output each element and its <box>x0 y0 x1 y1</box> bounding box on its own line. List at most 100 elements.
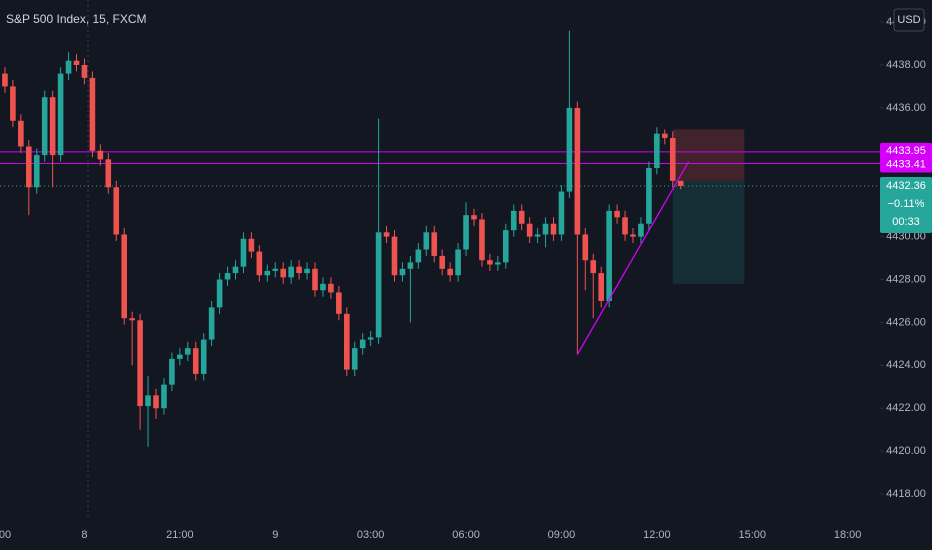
candle-body <box>383 232 390 237</box>
candle-body <box>351 348 358 370</box>
candle-body <box>105 159 112 188</box>
candle-body <box>669 137 676 181</box>
target-zone <box>672 180 745 284</box>
candle-body <box>224 273 231 280</box>
candle-body <box>208 307 215 340</box>
candle-body <box>526 223 533 237</box>
candle-body <box>232 266 239 274</box>
chart-title: S&P 500 Index, 15, FXCM <box>6 12 147 26</box>
candle-body <box>33 155 40 188</box>
last-price-label: 4432.36 <box>886 180 926 192</box>
candle-body <box>439 255 445 269</box>
y-tick-label: 4418.00 <box>886 488 926 500</box>
candle-body <box>169 358 175 385</box>
candle-body <box>65 60 72 74</box>
candle-body <box>137 320 143 407</box>
candle-body <box>145 395 151 407</box>
candle-body <box>264 270 271 276</box>
candle-body <box>407 262 414 269</box>
candle-body <box>89 77 96 151</box>
candle-body <box>359 339 366 349</box>
candle-body <box>336 292 342 314</box>
y-tick-label: 4428.00 <box>886 273 926 285</box>
x-tick-label: 8 <box>81 529 87 541</box>
candle-body <box>566 107 573 192</box>
candle-body <box>590 260 597 274</box>
y-tick-label: 4424.00 <box>886 359 926 371</box>
candle-body <box>479 219 485 261</box>
candle-body <box>216 279 223 308</box>
last-price-badge <box>880 176 932 233</box>
candle-body <box>312 268 318 291</box>
candle-body <box>18 120 24 147</box>
candle-body <box>471 215 477 220</box>
candle-body <box>10 86 16 121</box>
candle-body <box>503 230 509 263</box>
price-badge-label: 4433.95 <box>886 145 926 157</box>
countdown-label: 00:33 <box>892 216 920 228</box>
candle-body <box>288 266 294 278</box>
x-tick-label: 09:00 <box>548 529 576 541</box>
trendline <box>576 161 690 355</box>
candle-body <box>662 133 668 138</box>
candle-body <box>487 260 493 265</box>
y-tick-label: 4436.00 <box>886 102 926 114</box>
candle-body <box>161 384 167 409</box>
candle-body <box>455 249 461 276</box>
candle-body <box>192 348 199 374</box>
candle-body <box>367 337 374 340</box>
candle-body <box>272 268 279 271</box>
candle-body <box>304 268 310 274</box>
candle-body <box>129 318 135 321</box>
candle-body <box>399 268 406 276</box>
candle-body <box>518 210 525 224</box>
candle-body <box>614 210 620 218</box>
change-label: −0.11% <box>888 198 925 210</box>
candle-body <box>463 215 469 250</box>
candle-body <box>638 223 644 237</box>
candle-body <box>296 266 302 274</box>
candle-body <box>415 249 422 263</box>
candle-body <box>256 251 263 276</box>
y-tick-label: 4426.00 <box>886 316 926 328</box>
candle-body <box>328 283 334 293</box>
x-tick-label: 21:00 <box>166 529 194 541</box>
candle-body <box>81 65 88 78</box>
candle-body <box>646 167 652 224</box>
candle-body <box>2 73 8 87</box>
candle-body <box>177 354 183 359</box>
price-badge-label: 4433.41 <box>886 158 926 170</box>
x-tick-label: 03:00 <box>357 529 385 541</box>
candle-body <box>550 223 557 235</box>
candle-body <box>73 60 80 65</box>
candle-body <box>375 232 382 338</box>
candle-body <box>423 232 430 250</box>
candle-body <box>542 223 549 235</box>
x-tick-label: 9 <box>272 529 278 541</box>
candle-body <box>391 236 398 276</box>
currency-badge <box>893 8 925 32</box>
currency-label: USD <box>897 14 920 26</box>
x-tick-label: 12:00 <box>643 529 671 541</box>
candle-body <box>280 268 286 278</box>
candle-body <box>431 232 438 256</box>
candle-body <box>113 187 120 235</box>
price-badge <box>880 142 932 159</box>
candle-body <box>534 234 541 237</box>
candle-body <box>558 191 565 235</box>
candle-body <box>240 238 247 267</box>
candle-body <box>654 133 660 168</box>
candle-body <box>344 313 350 370</box>
candle-body <box>248 238 255 252</box>
x-tick-label: 00 <box>0 529 11 541</box>
candle-body <box>630 234 636 237</box>
x-tick-label: 18:00 <box>834 529 862 541</box>
x-tick-label: 06:00 <box>452 529 480 541</box>
candle-body <box>510 210 517 231</box>
y-tick-label: 4430.00 <box>886 231 926 243</box>
candle-body <box>49 97 56 156</box>
candle-body <box>57 73 64 156</box>
candle-body <box>622 217 628 235</box>
